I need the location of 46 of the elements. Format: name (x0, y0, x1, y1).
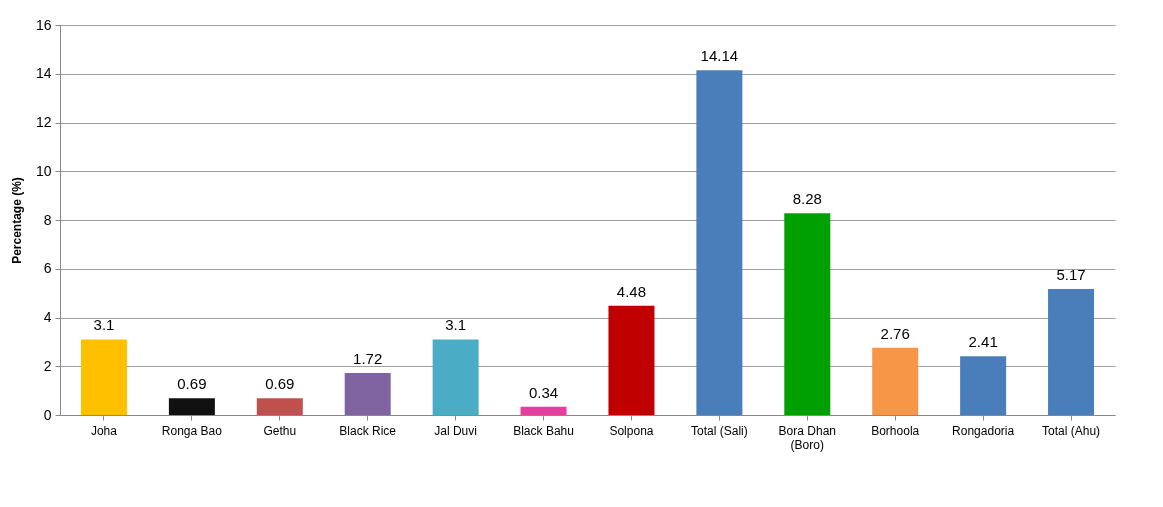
data-label: 0.69 (265, 375, 295, 393)
y-tick-label: 2 (43, 357, 52, 374)
y-axis-title: Percentage (%) (9, 177, 24, 264)
bar (520, 406, 567, 415)
x-tick-label: Joha (90, 423, 118, 438)
bar (1048, 288, 1095, 415)
bar (784, 213, 831, 415)
data-label: 3.1 (445, 316, 467, 334)
data-label: 2.41 (968, 333, 998, 351)
bar (432, 339, 479, 415)
bar (344, 373, 391, 415)
y-tick-label: 14 (35, 65, 52, 82)
x-tick-label: Total (Ahu) (1042, 423, 1101, 438)
y-tick-label: 6 (43, 260, 52, 277)
x-tick-label: Black Rice (339, 423, 397, 438)
data-label: 14.14 (700, 47, 739, 65)
data-label: 4.48 (616, 282, 647, 300)
x-tick-label: Gethu (263, 423, 297, 438)
data-label: 5.17 (1056, 265, 1086, 283)
y-tick-label: 10 (35, 162, 52, 179)
y-tick-label: 0 (43, 406, 52, 423)
data-label: 0.34 (528, 383, 559, 401)
bar (80, 339, 127, 415)
data-label: 2.76 (880, 324, 910, 342)
bar (872, 347, 919, 415)
x-tick-label: Borhoola (871, 423, 920, 438)
bar (960, 356, 1007, 415)
data-label: 0.69 (177, 375, 207, 393)
x-tick-label: Ronga Bao (161, 423, 223, 438)
bar (256, 398, 303, 415)
bar (696, 70, 743, 415)
y-tick-label: 8 (43, 211, 52, 228)
x-tick-label: Rongadoria (952, 423, 1015, 438)
bar (168, 398, 215, 415)
bar (608, 305, 655, 415)
x-tick-label: Jal Duvi (434, 423, 477, 438)
data-label: 3.1 (93, 316, 115, 334)
y-tick-label: 16 (35, 16, 52, 33)
y-tick-label: 12 (35, 114, 52, 130)
x-tick-label: Black Bahu (513, 423, 574, 438)
data-label: 1.72 (353, 350, 383, 368)
data-label: 8.28 (792, 190, 822, 208)
x-tick-label: Total (Sali) (691, 423, 748, 438)
y-tick-label: 4 (43, 309, 52, 325)
x-tick-label: Bora Dhan (Boro) (778, 423, 836, 452)
x-tick-label: Solpona (609, 423, 654, 438)
